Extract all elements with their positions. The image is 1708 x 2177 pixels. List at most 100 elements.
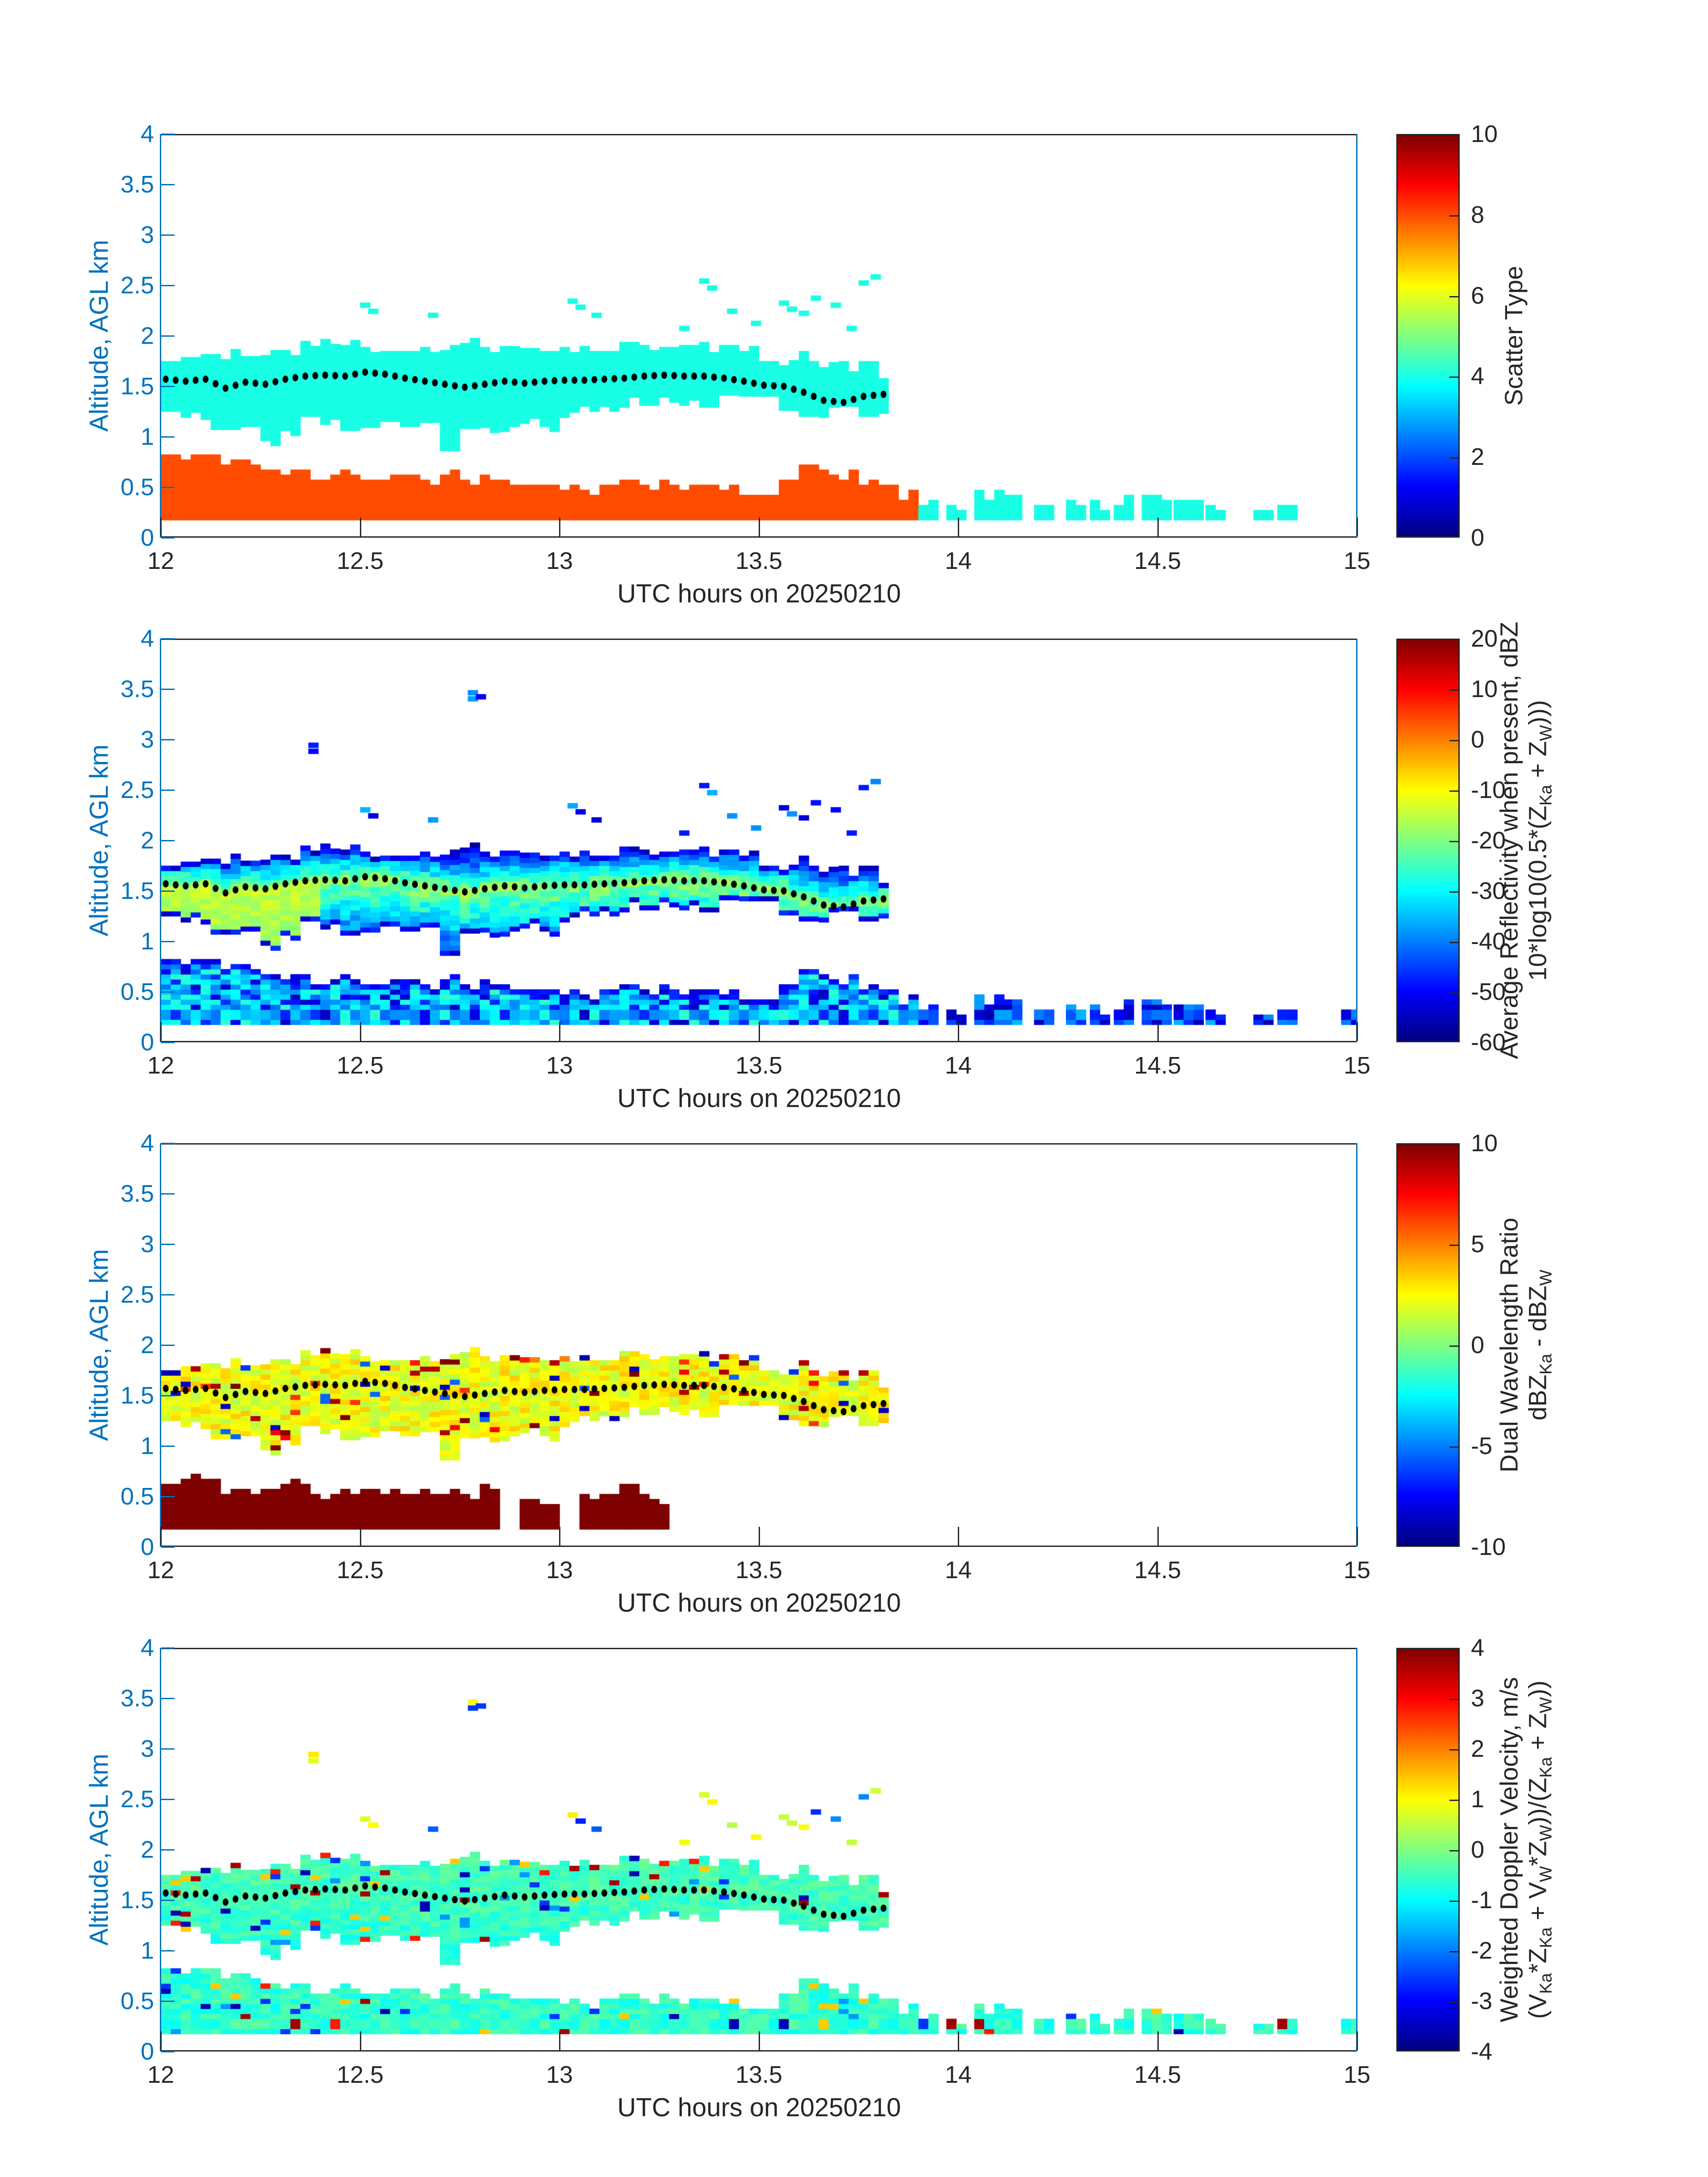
y-tick-label: 0.5 — [120, 1988, 154, 2014]
x-tick-label: 13 — [546, 1052, 573, 1079]
y-tick-label: 3.5 — [120, 171, 154, 198]
x-tick-label: 12 — [147, 1557, 175, 1584]
y-tick-label: 0.5 — [120, 978, 154, 1005]
axis-spine-bottom — [160, 2050, 1357, 2052]
colorbar-tick-mark — [1449, 296, 1458, 297]
y-tick-mark — [161, 1345, 175, 1346]
y-tick-label: 4 — [140, 625, 154, 652]
colorbar-tick-label: 10 — [1471, 676, 1498, 702]
colorbar-tick-mark — [1449, 992, 1458, 994]
y-tick-label: 1.5 — [120, 1887, 154, 1914]
axis-spine-left — [160, 1143, 161, 1547]
y-tick-label: 3 — [140, 1231, 154, 1258]
y-tick-mark — [161, 335, 175, 337]
y-tick-label: 4 — [140, 1130, 154, 1157]
colorbar-tick-label: 8 — [1471, 201, 1485, 228]
axis-spine-top — [160, 1648, 1357, 1649]
colorbar-tick-label: -30 — [1471, 877, 1506, 904]
y-tick-label: 4 — [140, 1634, 154, 1661]
y-tick-label: 2 — [140, 827, 154, 854]
colorbar-tick-label: -50 — [1471, 978, 1506, 1005]
x-tick-mark — [160, 2031, 162, 2050]
x-tick-label: 12 — [147, 1052, 175, 1079]
x-tick-mark — [1357, 2031, 1358, 2050]
x-axis-label: UTC hours on 20250210 — [617, 1588, 901, 1617]
x-tick-mark — [758, 1527, 760, 1546]
x-tick-mark — [1157, 1527, 1159, 1546]
y-tick-label: 4 — [140, 121, 154, 147]
colorbar-tick-mark — [1449, 376, 1458, 378]
colorbar-tick-mark — [1449, 1245, 1458, 1246]
y-tick-mark — [161, 134, 175, 135]
x-tick-label: 13.5 — [735, 1052, 783, 1079]
axis-spine-left — [160, 639, 161, 1042]
y-tick-mark — [161, 234, 175, 236]
y-tick-mark — [161, 1496, 175, 1497]
colorbar-tick-label: 3 — [1471, 1685, 1485, 1712]
colorbar-tick-label: -40 — [1471, 928, 1506, 955]
x-tick-mark — [359, 518, 361, 536]
colorbar-tick-mark — [1449, 1749, 1458, 1751]
colorbar-tick-label: 10 — [1471, 1130, 1498, 1157]
y-tick-mark — [161, 890, 175, 892]
x-tick-mark — [758, 1022, 760, 1041]
y-tick-mark — [161, 487, 175, 488]
y-tick-mark — [161, 184, 175, 185]
heatmap-canvas-dwr — [161, 1143, 1357, 1547]
y-tick-mark — [161, 1799, 175, 1800]
y-tick-label: 2.5 — [120, 1281, 154, 1308]
y-tick-mark — [161, 1748, 175, 1750]
y-tick-label: 1 — [140, 423, 154, 450]
x-tick-mark — [559, 1022, 560, 1041]
x-tick-mark — [559, 518, 560, 536]
colorbar-tick-label: 0 — [1471, 726, 1485, 753]
x-tick-label: 14 — [944, 547, 972, 574]
y-tick-mark — [161, 1395, 175, 1396]
colorbar — [1396, 1648, 1460, 2052]
y-tick-label: 3 — [140, 726, 154, 753]
colorbar-tick-label: 5 — [1471, 1231, 1485, 1258]
colorbar-tick-label: 0 — [1471, 524, 1485, 551]
x-axis-label: UTC hours on 20250210 — [617, 579, 901, 608]
y-tick-mark — [161, 386, 175, 387]
x-tick-mark — [1157, 1022, 1159, 1041]
y-tick-mark — [161, 1849, 175, 1851]
heatmap-canvas-reflectivity — [161, 639, 1357, 1042]
colorbar-tick-label: -10 — [1471, 777, 1506, 803]
y-tick-label: 2 — [140, 1332, 154, 1358]
y-tick-mark — [161, 1294, 175, 1295]
colorbar-tick-mark — [1449, 841, 1458, 842]
y-tick-mark — [161, 2051, 175, 2052]
colorbar-tick-label: 0 — [1471, 1332, 1485, 1358]
y-tick-label: 3 — [140, 221, 154, 248]
y-tick-mark — [161, 285, 175, 286]
axis-spine-right — [1356, 639, 1357, 1042]
y-tick-mark — [161, 1042, 175, 1043]
colorbar-tick-label: 4 — [1471, 363, 1485, 390]
colorbar — [1396, 134, 1460, 538]
y-tick-label: 0 — [140, 1029, 154, 1056]
axis-spine-right — [1356, 1143, 1357, 1547]
y-tick-label: 1.5 — [120, 373, 154, 400]
colorbar-tick-mark — [1449, 1951, 1458, 1952]
colorbar-tick-mark — [1449, 215, 1458, 217]
x-tick-mark — [559, 1527, 560, 1546]
y-tick-mark — [161, 1647, 175, 1649]
x-tick-label: 14.5 — [1134, 1557, 1182, 1584]
colorbar-tick-label: 2 — [1471, 1735, 1485, 1762]
colorbar-tick-label: -1 — [1471, 1887, 1493, 1914]
colorbar-tick-mark — [1449, 1800, 1458, 1801]
y-tick-label: 2 — [140, 322, 154, 349]
colorbar-tick-mark — [1449, 689, 1458, 691]
y-tick-mark — [161, 537, 175, 539]
y-tick-mark — [161, 689, 175, 690]
x-tick-label: 15 — [1343, 547, 1371, 574]
axis-spine-left — [160, 134, 161, 538]
x-tick-mark — [359, 1022, 361, 1041]
y-tick-label: 2.5 — [120, 777, 154, 803]
y-tick-label: 1 — [140, 928, 154, 955]
x-tick-label: 13.5 — [735, 2061, 783, 2088]
colorbar-tick-label: 1 — [1471, 1786, 1485, 1813]
x-tick-mark — [958, 1022, 959, 1041]
